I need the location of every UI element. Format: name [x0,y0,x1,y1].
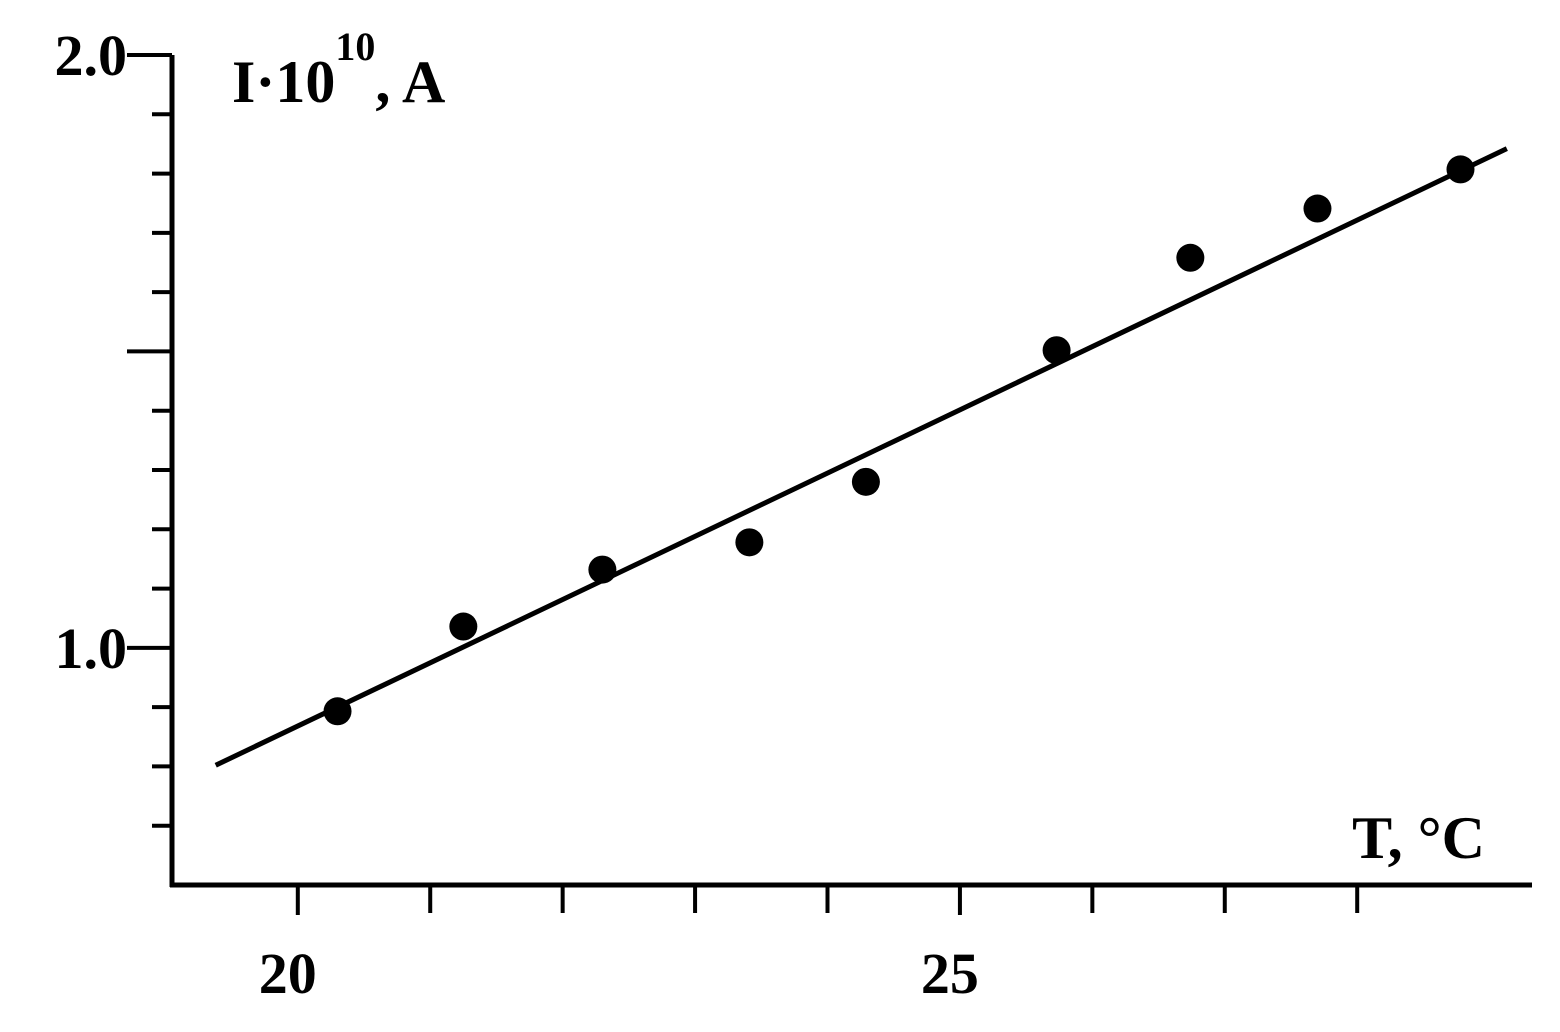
point [1042,336,1071,365]
fit-line [214,146,1508,768]
y-label-exponent: 10 [335,24,375,69]
y-tick-label: 1.0 [55,616,128,681]
y-label-base: I·10 [232,49,335,115]
point [851,467,880,496]
x-axis-label: T, °C [1352,805,1485,871]
point [1303,194,1332,223]
point [735,528,764,557]
y-label-unit: , A [375,49,445,115]
y-tick-label: 2.0 [55,23,128,88]
point [449,612,478,641]
point [1176,243,1205,272]
point [1446,155,1475,184]
x-tick-label: 25 [921,941,979,1006]
point [588,555,617,584]
y-axis-label: I·1010, A [232,24,445,115]
x-tick-label: 20 [259,941,317,1006]
point [323,697,352,726]
